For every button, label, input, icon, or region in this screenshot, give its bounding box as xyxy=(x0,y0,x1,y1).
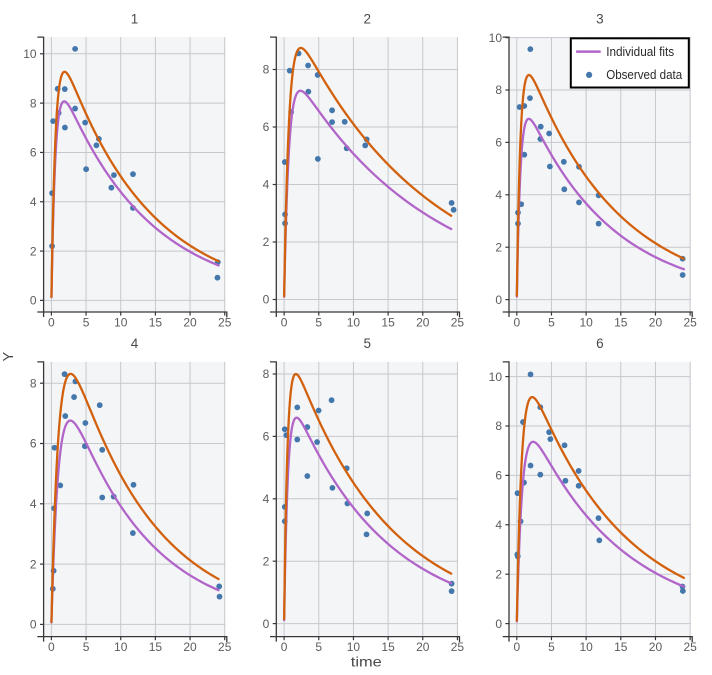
svg-text:Observed data: Observed data xyxy=(606,68,682,82)
svg-text:15: 15 xyxy=(381,316,395,330)
svg-text:25: 25 xyxy=(218,316,232,330)
svg-text:6: 6 xyxy=(495,136,502,150)
svg-text:15: 15 xyxy=(149,316,163,330)
svg-text:6: 6 xyxy=(263,120,270,134)
svg-text:10: 10 xyxy=(347,316,361,330)
svg-text:25: 25 xyxy=(451,316,465,330)
svg-text:25: 25 xyxy=(218,640,232,654)
svg-text:20: 20 xyxy=(416,640,430,654)
svg-text:20: 20 xyxy=(649,640,663,654)
svg-text:25: 25 xyxy=(683,640,697,654)
svg-text:3: 3 xyxy=(596,11,604,26)
svg-text:2: 2 xyxy=(263,554,270,568)
svg-text:8: 8 xyxy=(263,367,270,381)
svg-text:2: 2 xyxy=(30,244,37,258)
svg-text:10: 10 xyxy=(23,47,37,61)
svg-text:15: 15 xyxy=(614,316,628,330)
svg-text:2: 2 xyxy=(263,235,270,249)
svg-text:4: 4 xyxy=(30,497,37,511)
svg-text:Y: Y xyxy=(1,351,17,361)
svg-text:25: 25 xyxy=(683,316,697,330)
svg-text:6: 6 xyxy=(596,336,604,351)
svg-text:20: 20 xyxy=(183,640,197,654)
svg-text:10: 10 xyxy=(114,316,128,330)
svg-text:0: 0 xyxy=(513,640,520,654)
svg-text:0: 0 xyxy=(281,316,288,330)
svg-text:10: 10 xyxy=(579,640,593,654)
svg-text:20: 20 xyxy=(183,316,197,330)
svg-text:5: 5 xyxy=(548,316,555,330)
svg-text:20: 20 xyxy=(416,316,430,330)
svg-text:Individual fits: Individual fits xyxy=(606,45,674,59)
svg-text:6: 6 xyxy=(30,146,37,160)
svg-text:time: time xyxy=(351,654,382,670)
svg-text:4: 4 xyxy=(263,178,270,192)
svg-text:0: 0 xyxy=(281,640,288,654)
svg-text:0: 0 xyxy=(513,316,520,330)
svg-text:10: 10 xyxy=(114,640,128,654)
svg-text:0: 0 xyxy=(495,617,502,631)
svg-text:4: 4 xyxy=(495,518,502,532)
svg-text:5: 5 xyxy=(363,336,371,351)
svg-text:10: 10 xyxy=(489,370,503,384)
svg-text:6: 6 xyxy=(30,437,37,451)
svg-text:2: 2 xyxy=(363,11,371,26)
svg-text:0: 0 xyxy=(48,316,55,330)
svg-text:15: 15 xyxy=(614,640,628,654)
svg-text:4: 4 xyxy=(495,188,502,202)
svg-text:0: 0 xyxy=(263,617,270,631)
svg-text:0: 0 xyxy=(48,640,55,654)
svg-text:10: 10 xyxy=(347,640,361,654)
svg-text:2: 2 xyxy=(495,567,502,581)
svg-text:0: 0 xyxy=(30,618,37,632)
svg-text:8: 8 xyxy=(30,376,37,390)
svg-text:20: 20 xyxy=(649,316,663,330)
svg-text:10: 10 xyxy=(579,316,593,330)
svg-text:1: 1 xyxy=(131,11,139,26)
svg-text:5: 5 xyxy=(315,640,322,654)
svg-text:0: 0 xyxy=(495,293,502,307)
svg-text:8: 8 xyxy=(495,83,502,97)
svg-text:2: 2 xyxy=(30,557,37,571)
svg-text:0: 0 xyxy=(263,293,270,307)
svg-text:15: 15 xyxy=(149,640,163,654)
svg-text:25: 25 xyxy=(451,640,465,654)
svg-text:2: 2 xyxy=(495,240,502,254)
svg-text:6: 6 xyxy=(263,430,270,444)
svg-text:0: 0 xyxy=(30,294,37,308)
svg-text:15: 15 xyxy=(381,640,395,654)
svg-text:8: 8 xyxy=(263,63,270,77)
svg-text:5: 5 xyxy=(83,640,90,654)
svg-text:5: 5 xyxy=(548,640,555,654)
svg-text:5: 5 xyxy=(83,316,90,330)
svg-text:8: 8 xyxy=(30,96,37,110)
svg-text:4: 4 xyxy=(131,336,139,351)
svg-text:4: 4 xyxy=(263,492,270,506)
svg-text:8: 8 xyxy=(495,419,502,433)
svg-text:10: 10 xyxy=(489,31,503,45)
svg-text:4: 4 xyxy=(30,195,37,209)
svg-text:6: 6 xyxy=(495,469,502,483)
svg-text:5: 5 xyxy=(315,316,322,330)
